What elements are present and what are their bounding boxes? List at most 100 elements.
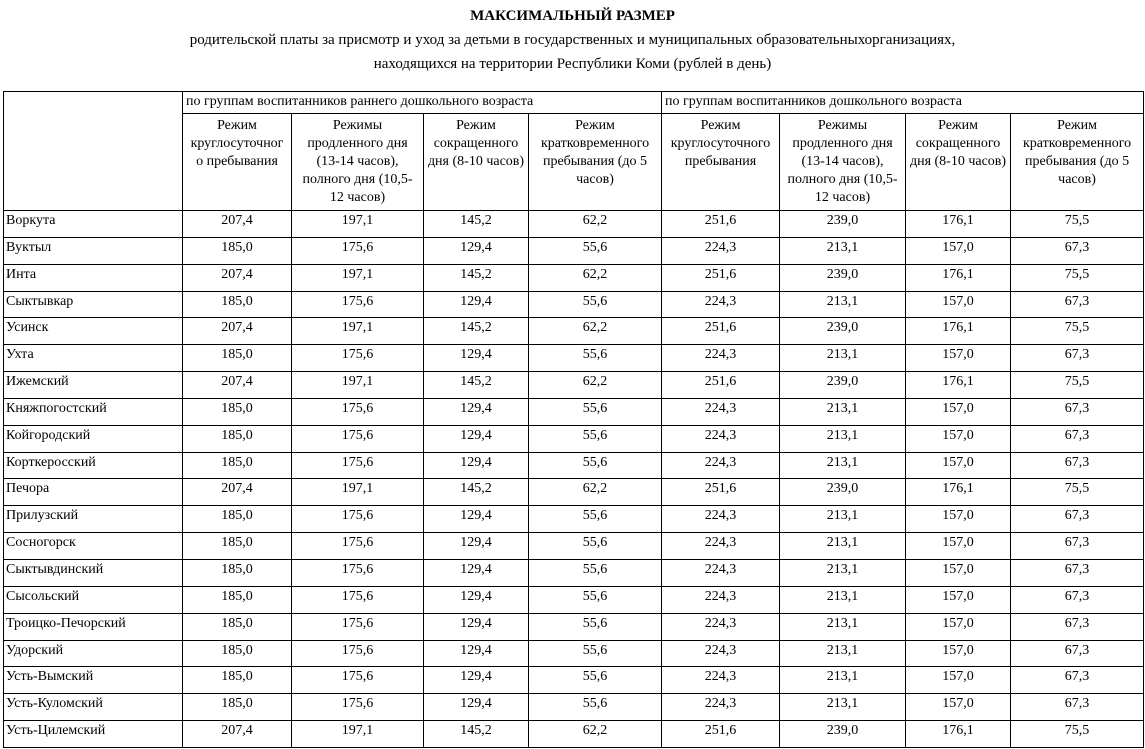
territory-name: Инта: [3, 263, 183, 292]
fee-value: 251,6: [661, 317, 781, 346]
fee-value: 67,3: [1010, 558, 1145, 587]
fee-value: 213,1: [779, 666, 907, 695]
fee-value: 213,1: [779, 424, 907, 453]
fee-value: 175,6: [291, 558, 424, 587]
fee-value: 129,4: [423, 424, 529, 453]
territory-name: Усть-Цилемский: [3, 720, 183, 748]
column-header-short-stay-early: Режим кратковременного пребывания (до 5 …: [527, 113, 663, 211]
fee-value: 251,6: [661, 210, 781, 238]
fee-value: 175,6: [291, 532, 424, 560]
fee-value: 224,3: [661, 639, 781, 668]
table-row: Ижемский 207,4 197,1 145,2 62,2 251,6 239,0 176…: [3, 371, 1145, 399]
fee-value: 67,3: [1010, 505, 1145, 534]
fee-value: 251,6: [661, 720, 781, 748]
group-header-early-preschool: по группам воспитанников раннего дошколь…: [181, 91, 663, 114]
table-row: Сысольский 185,0 175,6 129,4 55,6 224,3 213,1 1…: [3, 585, 1145, 614]
fee-value: 67,3: [1010, 236, 1145, 265]
fee-value: 185,0: [182, 505, 292, 534]
table-row: Сыктывдинский 185,0 175,6 129,4 55,6 224,3 213…: [3, 558, 1145, 587]
fee-value: 224,3: [661, 236, 781, 265]
fee-value: 213,1: [779, 532, 907, 560]
fee-value: 176,1: [905, 478, 1012, 507]
fee-value: 224,3: [661, 666, 781, 695]
fee-value: 251,6: [661, 263, 781, 292]
fee-value: 213,1: [779, 505, 907, 534]
table-row: Инта 207,4 197,1 145,2 62,2 251,6 239,0 176,1 75…: [3, 263, 1145, 292]
territory-name: Ухта: [3, 344, 183, 373]
fee-value: 145,2: [423, 720, 529, 748]
column-header-shortened-day: Режим сокращенного дня (8-10 часов): [905, 113, 1012, 211]
table-row: Воркута 207,4 197,1 145,2 62,2 251,6 239,0 176,…: [3, 210, 1145, 238]
fee-value: 62,2: [527, 263, 663, 292]
fee-value: 55,6: [527, 666, 663, 695]
fee-value: 176,1: [905, 210, 1012, 238]
fee-value: 185,0: [182, 585, 292, 614]
column-header-extended-day-early: Режимы продленного дня (13-14 часов), по…: [291, 113, 424, 211]
fee-value: 207,4: [182, 210, 292, 238]
fee-value: 129,4: [423, 236, 529, 265]
fee-value: 129,4: [423, 505, 529, 534]
fee-value: 176,1: [905, 317, 1012, 346]
fee-value: 129,4: [423, 344, 529, 373]
fee-value: 175,6: [291, 585, 424, 614]
fee-value: 207,4: [182, 720, 292, 748]
corner-empty-cell: [3, 91, 183, 211]
fee-value: 157,0: [905, 236, 1012, 265]
fee-value: 251,6: [661, 478, 781, 507]
fee-value: 55,6: [527, 290, 663, 319]
fee-value: 157,0: [905, 639, 1012, 668]
fee-value: 157,0: [905, 612, 1012, 641]
fee-value: 213,1: [779, 558, 907, 587]
fee-value: 157,0: [905, 451, 1012, 480]
fee-value: 207,4: [182, 317, 292, 346]
fee-value: 75,5: [1010, 317, 1145, 346]
fee-value: 185,0: [182, 693, 292, 722]
fee-value: 239,0: [779, 371, 907, 399]
fee-value: 224,3: [661, 612, 781, 641]
fee-value: 67,3: [1010, 693, 1145, 722]
fee-value: 55,6: [527, 451, 663, 480]
fee-value: 185,0: [182, 344, 292, 373]
fee-value: 224,3: [661, 397, 781, 426]
fee-value: 75,5: [1010, 371, 1145, 399]
fee-value: 213,1: [779, 639, 907, 668]
fee-value: 129,4: [423, 451, 529, 480]
territory-name: Вуктыл: [3, 236, 183, 265]
fee-value: 207,4: [182, 371, 292, 399]
fee-value: 62,2: [527, 720, 663, 748]
fee-value: 239,0: [779, 210, 907, 238]
fee-value: 175,6: [291, 693, 424, 722]
fee-value: 157,0: [905, 424, 1012, 453]
page-subtitle-line-2: находящихся на территории Республики Ком…: [373, 56, 772, 72]
table-row: Сосногорск 185,0 175,6 129,4 55,6 224,3 213,1 1…: [3, 532, 1145, 560]
fee-value: 129,4: [423, 612, 529, 641]
fee-value: 213,1: [779, 290, 907, 319]
fee-value: 224,3: [661, 532, 781, 560]
fee-value: 197,1: [291, 371, 424, 399]
fee-value: 55,6: [527, 236, 663, 265]
table-row: Печора 207,4 197,1 145,2 62,2 251,6 239,0 176,1…: [3, 478, 1145, 507]
fee-value: 197,1: [291, 317, 424, 346]
fee-value: 213,1: [779, 344, 907, 373]
fee-value: 239,0: [779, 478, 907, 507]
fee-value: 175,6: [291, 344, 424, 373]
fee-value: 207,4: [182, 478, 292, 507]
fee-value: 129,4: [423, 639, 529, 668]
fee-value: 239,0: [779, 720, 907, 748]
fee-value: 197,1: [291, 478, 424, 507]
fee-value: 55,6: [527, 693, 663, 722]
fee-value: 175,6: [291, 612, 424, 641]
fee-value: 67,3: [1010, 290, 1145, 319]
fee-value: 224,3: [661, 344, 781, 373]
fee-value: 129,4: [423, 290, 529, 319]
page-title: МАКСИМАЛЬНЫЙ РАЗМЕР: [470, 8, 675, 24]
fee-value: 129,4: [423, 558, 529, 587]
table-row: Сыктывкар 185,0 175,6 129,4 55,6 224,3 213,1 15…: [3, 290, 1145, 319]
fee-value: 145,2: [423, 263, 529, 292]
fee-value: 175,6: [291, 666, 424, 695]
fee-value: 185,0: [182, 290, 292, 319]
fee-value: 175,6: [291, 236, 424, 265]
fee-value: 185,0: [182, 397, 292, 426]
table-row: Троицко-Печорский 185,0 175,6 129,4 55,6 224,…: [3, 612, 1145, 641]
fee-value: 175,6: [291, 505, 424, 534]
